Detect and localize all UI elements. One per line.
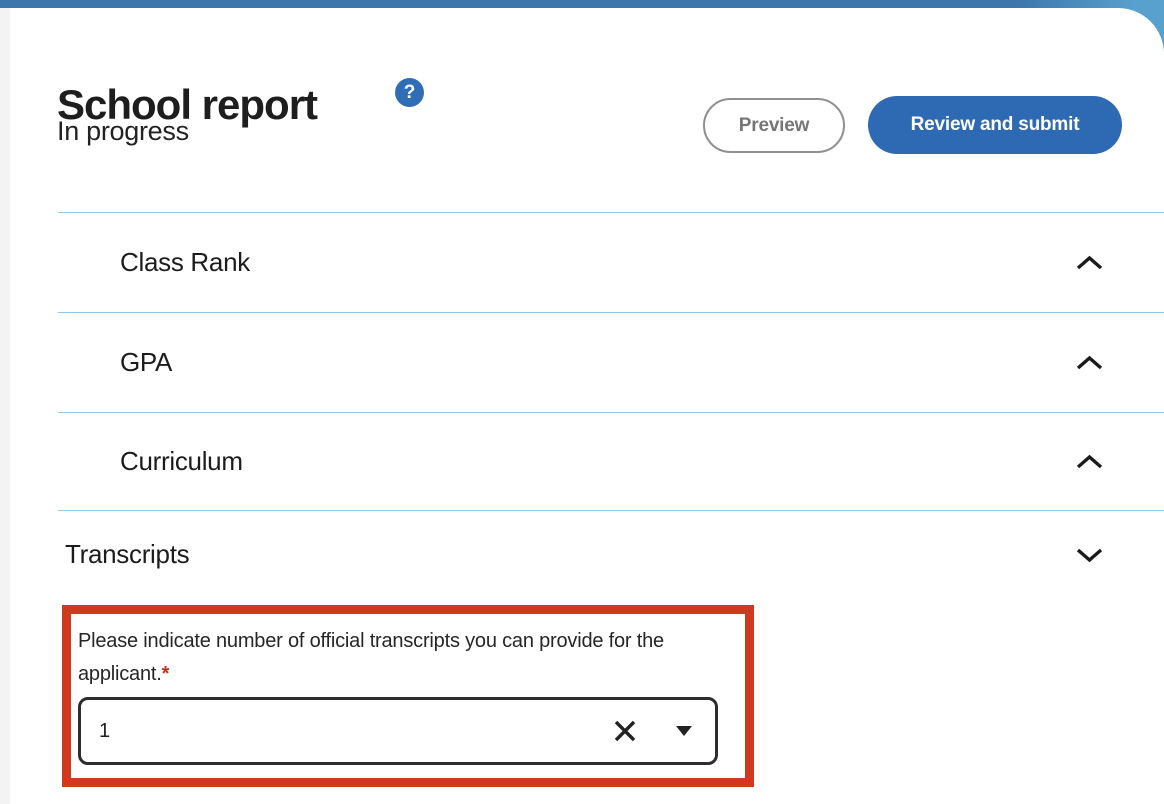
chevron-up-icon — [1076, 355, 1103, 369]
question-label: Please indicate number of official trans… — [78, 625, 728, 691]
transcripts-count-select[interactable]: 1 — [78, 697, 718, 765]
section-row-transcripts[interactable]: Transcripts — [58, 510, 1164, 598]
section-row-class-rank[interactable]: Class Rank — [58, 212, 1164, 312]
chevron-up-icon — [1076, 255, 1103, 269]
section-row-gpa[interactable]: GPA — [58, 312, 1164, 412]
question-text: Please indicate number of official trans… — [78, 630, 664, 685]
status-text: In progress — [57, 116, 189, 146]
chevron-down-icon — [1076, 548, 1103, 562]
review-and-submit-button[interactable]: Review and submit — [868, 96, 1122, 154]
help-icon-glyph: ? — [403, 81, 416, 103]
section-label: Transcripts — [65, 539, 190, 569]
section-row-curriculum[interactable]: Curriculum — [58, 412, 1164, 510]
caret-down-icon — [676, 726, 692, 736]
sections-accordion: Class Rank GPA Curriculum Transcripts — [58, 212, 1164, 598]
school-report-panel: School report ? In progress Preview Revi… — [10, 8, 1164, 804]
preview-button[interactable]: Preview — [703, 98, 845, 153]
section-label: Curriculum — [120, 446, 243, 476]
chevron-up-icon — [1076, 454, 1103, 468]
help-icon[interactable]: ? — [395, 78, 424, 107]
section-label: GPA — [120, 347, 173, 377]
top-accent-bar — [0, 0, 1164, 8]
select-value: 1 — [99, 719, 111, 742]
section-label: Class Rank — [120, 247, 250, 277]
required-asterisk: * — [161, 663, 170, 685]
clear-selection-icon[interactable] — [612, 718, 638, 744]
highlighted-question-box: Please indicate number of official trans… — [62, 605, 754, 787]
page-title: School report — [57, 81, 318, 129]
